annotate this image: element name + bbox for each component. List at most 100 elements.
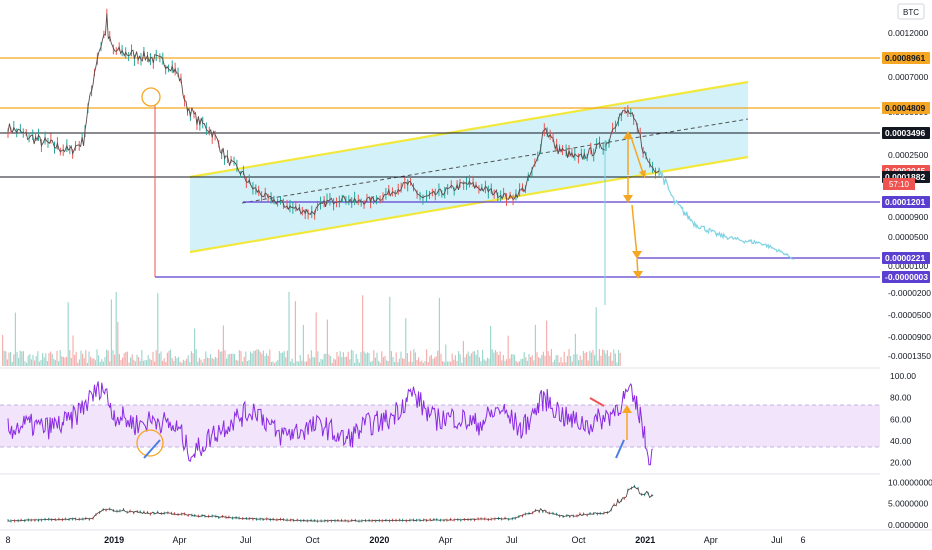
volume-bar (390, 351, 392, 366)
volume-bar (618, 349, 620, 366)
volume-bar (352, 350, 354, 366)
volume-bar (523, 352, 525, 366)
volume-bar (459, 354, 461, 366)
time-axis-tick: 2019 (104, 535, 124, 545)
rsi-series-line[interactable] (7, 381, 653, 466)
volume-bar (541, 355, 543, 366)
volume-bar (275, 361, 277, 366)
arrow-orange-diag[interactable] (629, 133, 645, 177)
volume-bar (35, 356, 37, 366)
volume-bar (18, 357, 20, 366)
arrow-down-orange-2[interactable] (631, 204, 638, 257)
volume-bar (438, 297, 440, 366)
channel-upper-line[interactable] (189, 80, 749, 179)
volume-bar (411, 361, 413, 366)
volume-bar (445, 344, 447, 366)
volume-bar (138, 357, 140, 366)
price-axis-tick: 0.0012000 (888, 28, 928, 38)
price-level-text: 0.0001882 (885, 172, 925, 182)
time-axis-tick: 2021 (635, 535, 655, 545)
price-level-label[interactable]: 0.0000221 (882, 252, 930, 264)
volume-bar (222, 325, 224, 366)
volume-bar (387, 361, 389, 366)
volume-bar (107, 350, 109, 366)
projection-series-line[interactable] (658, 168, 795, 260)
volume-bar (456, 361, 458, 366)
volume-bar (19, 350, 21, 366)
time-axis-tick: Oct (305, 535, 320, 545)
volume-bar (94, 360, 96, 366)
volume-bar (563, 351, 565, 366)
price-level-label[interactable]: 0.0004809 (882, 102, 930, 114)
volume-bar (477, 349, 479, 366)
volume-bar (155, 350, 157, 366)
volume-bar (366, 352, 368, 366)
price-pane[interactable] (7, 8, 795, 260)
volume-bar (104, 357, 106, 366)
volume-bar (21, 351, 23, 366)
price-level-text: -0.0000003 (885, 272, 928, 282)
volume-bar (379, 362, 381, 366)
volume-bar (216, 357, 218, 366)
volume-bar (10, 352, 12, 366)
volume-bar (56, 350, 58, 366)
volume-bar (142, 360, 144, 366)
volume-bar (384, 356, 386, 366)
volume-bar (43, 357, 45, 366)
volume-bar (371, 360, 373, 366)
price-level-label[interactable]: 0.0008961 (882, 52, 930, 64)
price-level-label[interactable]: -0.0000003 (882, 271, 930, 283)
volume-bar (34, 360, 36, 366)
volume-bar (320, 358, 322, 366)
price-series-line[interactable] (7, 13, 660, 216)
volume-bar (77, 362, 79, 366)
volume-bar (574, 333, 576, 366)
volume-bar (435, 356, 437, 366)
volume-bar (326, 319, 328, 366)
rsi-red-divergence[interactable] (589, 397, 605, 407)
volume-bar (397, 362, 399, 366)
volume-bar (267, 355, 269, 366)
volume-bar (64, 357, 66, 366)
volume-bar (278, 351, 280, 366)
volume-bar (406, 353, 408, 366)
volume-bar (101, 359, 103, 366)
volume-bar (355, 354, 357, 366)
currency-badge[interactable]: BTC (897, 3, 925, 20)
rsi-highlight-circle[interactable] (136, 429, 164, 457)
rsi-blue-divergence-1[interactable] (143, 439, 161, 459)
volume-bar (16, 351, 18, 366)
volume-bar (581, 359, 583, 366)
price-level-label[interactable]: 0.0001201 (882, 196, 930, 208)
rsi-pane[interactable] (0, 381, 880, 466)
volume-bar (515, 361, 517, 366)
volume-bar (288, 291, 290, 366)
time-axis[interactable]: 8 2019 Apr Jul Oct 2020 Apr Jul Oct 2021 Apr Jul 6 (5, 535, 805, 545)
volume-bar (200, 359, 202, 366)
lower-axis-tick: 10.0000000 (888, 477, 932, 487)
volume-bar (590, 352, 592, 366)
volume-bar (253, 351, 255, 366)
rsi-blue-divergence-2[interactable] (615, 439, 625, 459)
lower-indicator-line[interactable] (7, 485, 654, 522)
volume-bar (128, 362, 130, 366)
volume-bar (269, 349, 271, 366)
volume-bar (614, 353, 616, 366)
volume-bar (86, 362, 88, 366)
volume-bar (378, 360, 380, 366)
right-price-axis[interactable] (880, 0, 932, 530)
time-axis-tick: Jul (506, 535, 518, 545)
volume-bar (59, 350, 61, 366)
price-level-label[interactable]: 0.0003496 (882, 127, 930, 139)
volume-bar (570, 356, 572, 366)
volume-bar (469, 355, 471, 366)
volume-bar (285, 357, 287, 366)
volume-bar (315, 312, 317, 366)
highlight-circle-top[interactable] (141, 87, 161, 107)
volume-bar (448, 361, 450, 366)
volume-bar (46, 361, 48, 366)
volume-bar (238, 350, 240, 366)
volume-bar (405, 318, 407, 366)
volume-bar (613, 349, 615, 366)
